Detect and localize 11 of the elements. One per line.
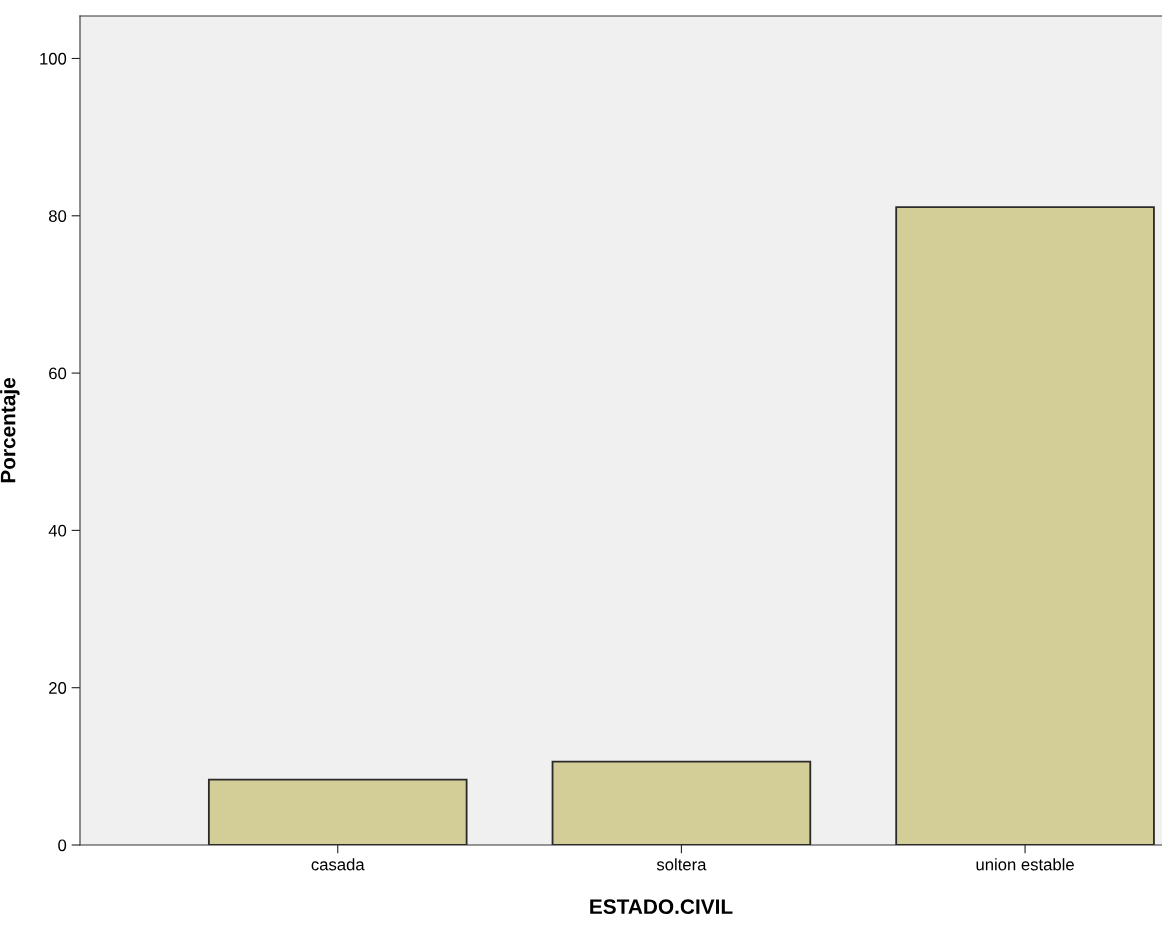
y-tick-label: 20 [49, 682, 67, 694]
y-tick-label: 60 [49, 367, 67, 380]
y-tick-label: 80 [48, 210, 67, 222]
x-axis-title: ESTADO.CIVIL [590, 899, 733, 915]
y-axis-title: Porcentaje [0, 377, 20, 483]
y-tick-label: 100 [40, 52, 67, 65]
y-tick-label: 40 [48, 524, 67, 537]
x-tick-label: casada [311, 858, 365, 871]
y-tick-label: 0 [58, 839, 67, 852]
x-tick-label: union estable [976, 858, 1074, 871]
x-tick-label: soltera [656, 858, 707, 871]
